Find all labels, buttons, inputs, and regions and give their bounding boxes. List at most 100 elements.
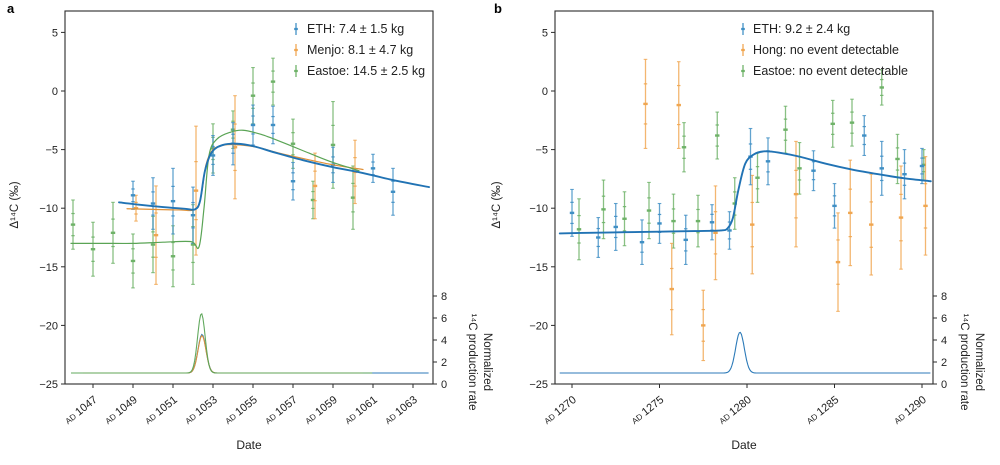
replicate-tick bbox=[233, 169, 237, 172]
x-axis: AD 1270 AD 1275 AD 1280 AD 1285 AD 1290 bbox=[543, 384, 929, 427]
replicate-tick bbox=[920, 173, 924, 175]
data-point-marker bbox=[210, 154, 216, 157]
y-tick-label: −5 bbox=[45, 145, 58, 157]
production-rate-curve bbox=[119, 333, 429, 374]
data-point-marker bbox=[133, 207, 139, 210]
replicate-tick bbox=[311, 190, 315, 193]
errorbar-legend-icon-marker bbox=[294, 27, 298, 31]
replicate-tick bbox=[848, 188, 852, 190]
replicate-tick bbox=[371, 161, 375, 163]
errorbar-legend-icon-marker bbox=[294, 48, 298, 52]
replicate-tick bbox=[131, 188, 135, 190]
replicate-tick bbox=[271, 91, 275, 93]
eastoe-fit bbox=[70, 129, 360, 250]
replicate-tick bbox=[233, 123, 237, 125]
replicate-tick bbox=[920, 157, 924, 159]
x-tick-label: AD 1061 bbox=[342, 394, 379, 427]
replicate-tick bbox=[922, 171, 926, 173]
legend-label: ETH: 9.2 ± 2.4 kg bbox=[753, 22, 850, 36]
data-point-marker bbox=[130, 194, 136, 197]
data-point-marker bbox=[153, 233, 159, 237]
production-tick-label: 2 bbox=[941, 357, 947, 369]
replicate-tick bbox=[715, 124, 719, 126]
replicate-tick bbox=[601, 221, 606, 224]
legend: ETH: 7.4 ± 1.5 kg Menjo: 8.1 ± 4.7 kg East… bbox=[294, 22, 425, 78]
y-tick-label: −20 bbox=[39, 320, 58, 332]
replicate-tick bbox=[622, 230, 627, 232]
replicate-tick bbox=[794, 169, 798, 172]
legend-item: Eastoe: no event detectable bbox=[741, 64, 908, 78]
data-point-marker bbox=[895, 157, 900, 161]
replicate-tick bbox=[154, 212, 158, 214]
data-point-marker bbox=[765, 160, 771, 163]
data-point-marker bbox=[130, 259, 136, 263]
x-tick-label: AD 1290 bbox=[891, 394, 928, 427]
replicate-tick bbox=[733, 191, 737, 193]
replicate-tick bbox=[794, 217, 798, 219]
replicate-tick bbox=[880, 78, 884, 81]
data-point-marker bbox=[713, 231, 718, 235]
replicate-tick bbox=[715, 145, 719, 147]
legend-label: Hong: no event detectable bbox=[753, 43, 899, 57]
replicate-tick bbox=[670, 309, 674, 311]
y-tick-label: −25 bbox=[529, 379, 548, 391]
x-tick-label: AD 1285 bbox=[804, 394, 841, 427]
replicate-tick bbox=[131, 248, 135, 250]
replicate-tick bbox=[351, 182, 355, 185]
replicate-tick bbox=[811, 179, 816, 181]
errorbar-legend-icon-marker bbox=[741, 27, 745, 31]
legend-item: Eastoe: 14.5 ± 2.5 kg bbox=[294, 64, 425, 78]
y-tick-label: −10 bbox=[39, 203, 58, 215]
replicate-tick bbox=[596, 227, 600, 230]
y-tick-label: 5 bbox=[52, 27, 58, 39]
replicate-tick bbox=[194, 219, 198, 221]
replicate-tick bbox=[895, 169, 900, 171]
replicate-tick bbox=[836, 239, 840, 241]
replicate-tick bbox=[811, 161, 816, 163]
replicate-tick bbox=[251, 115, 255, 117]
replicate-tick bbox=[643, 83, 648, 85]
replicate-tick bbox=[251, 82, 255, 84]
data-point-marker bbox=[596, 236, 601, 239]
production-tick-label: 4 bbox=[941, 335, 947, 347]
data-point-marker bbox=[811, 169, 816, 172]
replicate-tick bbox=[862, 125, 866, 128]
x-tick-label: AD 1051 bbox=[142, 394, 179, 427]
replicate-tick bbox=[783, 139, 788, 141]
replicate-tick bbox=[701, 308, 705, 311]
y-tick-label: 0 bbox=[542, 86, 548, 98]
replicate-tick bbox=[291, 172, 295, 174]
replicate-tick bbox=[701, 340, 705, 342]
data-point-marker bbox=[150, 243, 156, 246]
replicate-tick bbox=[313, 200, 317, 202]
replicate-tick bbox=[899, 240, 903, 242]
data-point-marker bbox=[709, 221, 715, 224]
x-tick-label: AD 1275 bbox=[629, 394, 666, 427]
replicate-tick bbox=[391, 180, 395, 182]
replicate-tick bbox=[850, 111, 854, 113]
legend-label: ETH: 7.4 ± 1.5 kg bbox=[307, 22, 404, 36]
replicate-tick bbox=[570, 201, 574, 203]
replicate-tick bbox=[836, 283, 840, 285]
data-point-marker bbox=[755, 176, 760, 179]
data-point-marker bbox=[110, 231, 116, 235]
y-tick-label: 0 bbox=[52, 86, 58, 98]
legend-label: Menjo: 8.1 ± 4.7 kg bbox=[307, 43, 413, 57]
y-tick-label: −25 bbox=[39, 379, 58, 391]
y-tick-label: −10 bbox=[529, 203, 548, 215]
y-axis: 5 0 −5 −10 −15 −20 −25 bbox=[529, 27, 555, 391]
data-point-marker bbox=[250, 94, 256, 97]
data-point-marker bbox=[190, 214, 196, 217]
replicate-tick bbox=[797, 179, 802, 181]
replicate-tick bbox=[311, 207, 315, 210]
legend-item: ETH: 7.4 ± 1.5 kg bbox=[294, 22, 404, 36]
replicate-tick bbox=[391, 201, 395, 203]
replicate-tick bbox=[923, 183, 928, 185]
errorbar-legend-icon-marker bbox=[741, 48, 745, 52]
data-point-marker bbox=[643, 102, 648, 106]
replicate-tick bbox=[880, 155, 884, 157]
replicate-tick bbox=[151, 191, 155, 193]
legend-item: Menjo: 8.1 ± 4.7 kg bbox=[294, 43, 413, 57]
replicate-tick bbox=[134, 201, 138, 203]
data-point-marker bbox=[350, 196, 356, 199]
